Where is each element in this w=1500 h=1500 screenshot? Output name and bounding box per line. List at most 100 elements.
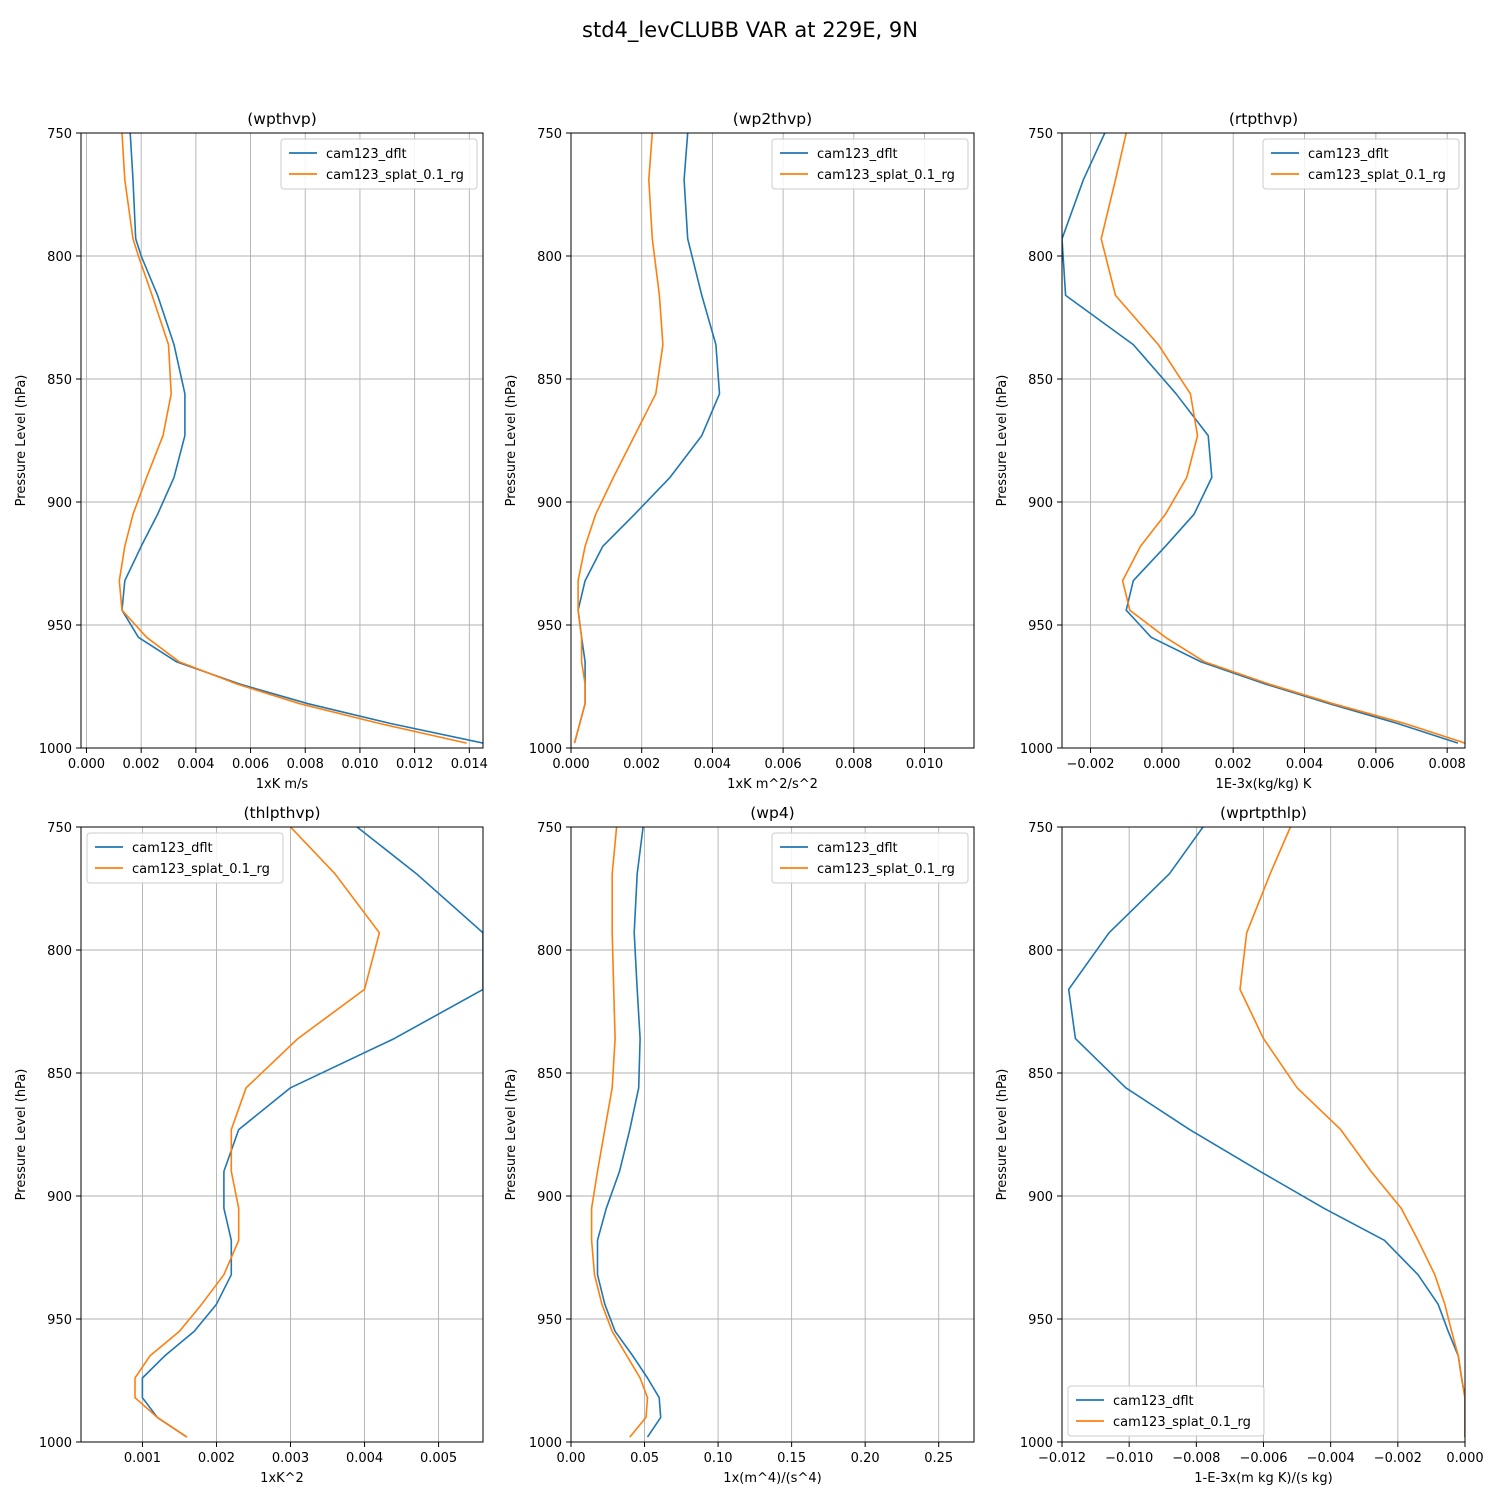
y-tick-label: 850 (537, 1067, 562, 1082)
legend-box (1067, 1385, 1265, 1437)
x-tick-label: −0.012 (1038, 1451, 1086, 1466)
legend-box (280, 138, 478, 190)
y-tick-label: 800 (1028, 250, 1053, 265)
axes-frame (1061, 132, 1466, 749)
x-tick-label: 0.006 (764, 757, 801, 772)
x-tick-label: 0.002 (123, 757, 160, 772)
x-tick-label: 0.00 (557, 1451, 586, 1466)
x-tick-label: 0.006 (1357, 757, 1394, 772)
y-tick-label: 950 (537, 619, 562, 634)
y-tick-label: 1000 (529, 1436, 562, 1451)
x-axis-label: 1xK^2 (260, 1471, 304, 1486)
x-axis-label: 1-E-3x(m kg K)/(s kg) (1194, 1471, 1332, 1486)
y-tick-label: 850 (1028, 373, 1053, 388)
legend-label: cam123_splat_0.1_rg (326, 168, 464, 183)
y-tick-label: 900 (47, 496, 72, 511)
y-tick-label: 1000 (1020, 1436, 1053, 1451)
y-tick-label: 750 (47, 127, 72, 142)
legend: cam123_dflt cam123_splat_0.1_rg (1067, 1385, 1265, 1437)
y-tick-label: 850 (537, 373, 562, 388)
series-line-splat (590, 827, 649, 1438)
axes-frame (570, 132, 975, 749)
series-line-dflt (141, 827, 483, 1438)
series-line-dflt (573, 133, 721, 744)
x-tick-label: 0.004 (1286, 757, 1323, 772)
subplot-title: (wpthvp) (247, 110, 317, 128)
panels: 0.000 0.002 0.004 0.006 0.008 0.010 0.012 0.014… (14, 110, 1484, 1486)
y-tick-label: 750 (47, 821, 72, 836)
x-tick-label: −0.010 (1105, 1451, 1153, 1466)
series-line-splat (1239, 827, 1465, 1438)
x-tick-label: −0.004 (1307, 1451, 1355, 1466)
series-line-splat (1100, 133, 1465, 744)
legend: cam123_dflt cam123_splat_0.1_rg (771, 832, 969, 884)
y-tick-label: 800 (47, 944, 72, 959)
subplot-2: 0.000 0.002 0.004 0.006 0.008 0.010 750 800 850 9… (504, 110, 975, 792)
y-tick-label: 900 (1028, 496, 1053, 511)
legend-box (1262, 138, 1460, 190)
subplot-title: (wprtpthlp) (1220, 804, 1307, 822)
y-tick-label: 800 (537, 250, 562, 265)
legend: cam123_dflt cam123_splat_0.1_rg (1262, 138, 1460, 190)
series-line-splat (118, 133, 467, 744)
subplot-title: (wp4) (750, 804, 794, 822)
y-tick-label: 950 (537, 1313, 562, 1328)
x-tick-label: 0.05 (630, 1451, 659, 1466)
x-tick-label: 0.000 (1446, 1451, 1483, 1466)
x-tick-label: −0.006 (1239, 1451, 1287, 1466)
y-axis-label: Pressure Level (hPa) (504, 375, 519, 507)
x-tick-label: 0.004 (694, 757, 731, 772)
x-axis-label: 1x(m^4)/(s^4) (723, 1471, 821, 1486)
series-line-dflt (121, 133, 483, 744)
y-tick-label: 750 (1028, 127, 1053, 142)
legend: cam123_dflt cam123_splat_0.1_rg (86, 832, 284, 884)
legend: cam123_dflt cam123_splat_0.1_rg (771, 138, 969, 190)
x-tick-label: 0.000 (552, 757, 589, 772)
y-axis-label: Pressure Level (hPa) (995, 375, 1010, 507)
axes-frame (570, 826, 975, 1443)
subplot-3: −0.002 0.000 0.002 0.004 0.006 0.008 750 800 850… (995, 110, 1466, 792)
y-tick-label: 900 (537, 1190, 562, 1205)
y-tick-label: 850 (47, 1067, 72, 1082)
legend-label: cam123_dflt (326, 147, 407, 162)
legend-label: cam123_splat_0.1_rg (1308, 168, 1446, 183)
y-tick-label: 1000 (39, 1436, 72, 1451)
series-line-dflt (1062, 133, 1459, 744)
x-tick-label: 0.004 (177, 757, 214, 772)
x-tick-label: 0.001 (124, 1451, 161, 1466)
subplot-1: 0.000 0.002 0.004 0.006 0.008 0.010 0.012 0.014… (14, 110, 488, 792)
subplot-4: 0.001 0.002 0.003 0.004 0.005 750 800 850 900 950… (14, 804, 484, 1486)
legend-label: cam123_splat_0.1_rg (1113, 1415, 1251, 1430)
legend: cam123_dflt cam123_splat_0.1_rg (280, 138, 478, 190)
x-tick-label: 0.25 (924, 1451, 953, 1466)
x-tick-label: 0.010 (341, 757, 378, 772)
y-tick-label: 750 (537, 821, 562, 836)
y-tick-label: 900 (47, 1190, 72, 1205)
y-axis-label: Pressure Level (hPa) (995, 1069, 1010, 1201)
x-tick-label: −0.002 (1066, 757, 1114, 772)
series-line-splat (134, 827, 381, 1438)
axes-frame (80, 826, 484, 1443)
axes-frame (80, 132, 484, 749)
legend-box (771, 832, 969, 884)
y-axis-label: Pressure Level (hPa) (14, 375, 29, 507)
legend-box (771, 138, 969, 190)
x-tick-label: 0.002 (623, 757, 660, 772)
y-tick-label: 950 (1028, 619, 1053, 634)
subplot-title: (thlpthvp) (243, 804, 320, 822)
y-tick-label: 950 (1028, 1313, 1053, 1328)
y-axis-label: Pressure Level (hPa) (14, 1069, 29, 1201)
subplot-5: 0.00 0.05 0.10 0.15 0.20 0.25 750 800 850 900 950 1… (504, 804, 975, 1486)
y-tick-label: 800 (47, 250, 72, 265)
y-tick-label: 900 (537, 496, 562, 511)
y-tick-label: 850 (47, 373, 72, 388)
x-tick-label: 0.005 (420, 1451, 457, 1466)
y-tick-label: 1000 (39, 742, 72, 757)
y-tick-label: 800 (537, 944, 562, 959)
y-tick-label: 800 (1028, 944, 1053, 959)
y-tick-label: 750 (1028, 821, 1053, 836)
x-axis-label: 1xK m^2/s^2 (727, 777, 818, 792)
x-axis-label: 1E-3x(kg/kg) K (1216, 777, 1312, 792)
